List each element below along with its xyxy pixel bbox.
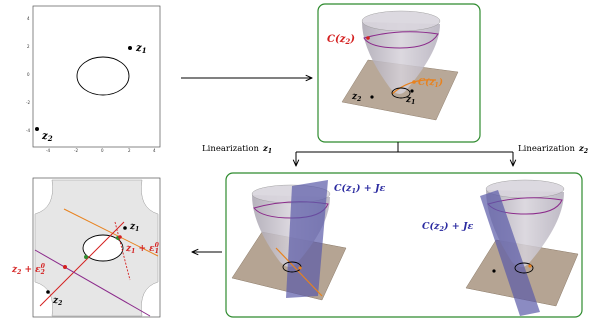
x-tick: -2 [74, 148, 78, 153]
label-z2-bottom: z2 [52, 296, 62, 307]
linear-plane-left [286, 180, 328, 298]
y-ticks: 4 2 0 -2 -4 [26, 16, 30, 133]
y-tick: 2 [27, 44, 30, 49]
surface-linearized-z2: C(z2) + Jε [422, 179, 579, 316]
point-z2-top [370, 95, 374, 99]
point-z2 [35, 127, 39, 131]
y-tick: 0 [27, 72, 30, 77]
label-z1-top: z1 [405, 95, 415, 106]
orange-tangent-line [63, 208, 159, 257]
branch-arrows [296, 142, 513, 166]
bottom-surfaces-panel: C(z1) + Jε C(z2) + Jε [225, 172, 583, 318]
y-tick: -2 [26, 100, 30, 105]
point-cz1 [412, 80, 416, 84]
label-z2-top: z2 [351, 92, 361, 103]
bottom-left-plot: z1 z1 + ε10 z2 + ε20 z2 [11, 177, 161, 318]
circle-on-plane [391, 87, 411, 99]
label-cz1: C(z1) [418, 77, 443, 89]
orange-curve [391, 79, 437, 95]
red-line [39, 221, 125, 307]
label-linear-z1: C(z1) + Jε [334, 183, 386, 195]
y-tick: 4 [27, 16, 30, 21]
constraint-circle [76, 56, 130, 96]
x-tick: -4 [46, 148, 50, 153]
label-z2: z2 [41, 131, 53, 143]
point-cz2 [366, 36, 370, 40]
x-tick: 2 [128, 148, 131, 153]
purple-curve [363, 31, 439, 49]
point-z1 [128, 46, 132, 50]
top-surface-panel: C(z2) C(z1) z2 z1 [317, 3, 481, 143]
label-linearization-z2: Linearization z2 [518, 144, 588, 155]
top-left-plot: -4 -2 0 2 4 4 2 0 -2 -4 z1 z2 [26, 5, 161, 153]
cone-surface [362, 22, 440, 94]
point-z1-top [410, 89, 414, 93]
hole-circle [82, 234, 124, 262]
linear-plane-right [480, 190, 540, 316]
label-linear-z2: C(z2) + Jε [422, 221, 474, 233]
x-tick: 4 [153, 148, 156, 153]
label-z2-eps: z2 + ε20 [11, 263, 46, 276]
label-z1-eps: z1 + ε10 [125, 242, 160, 255]
label-z1-bottom: z1 [129, 222, 139, 233]
cone-top [361, 10, 441, 32]
label-cz2: C(z2) [327, 34, 355, 46]
label-z1: z1 [135, 43, 147, 55]
purple-line [34, 249, 151, 317]
y-tick: -4 [26, 128, 30, 133]
x-tick: 0 [101, 148, 104, 153]
label-linearization-z1: Linearization z1 [202, 144, 272, 155]
x-ticks: -4 -2 0 2 4 [46, 148, 156, 153]
red-dashed-line [114, 221, 131, 281]
surface-linearized-z1: C(z1) + Jε [231, 180, 386, 301]
